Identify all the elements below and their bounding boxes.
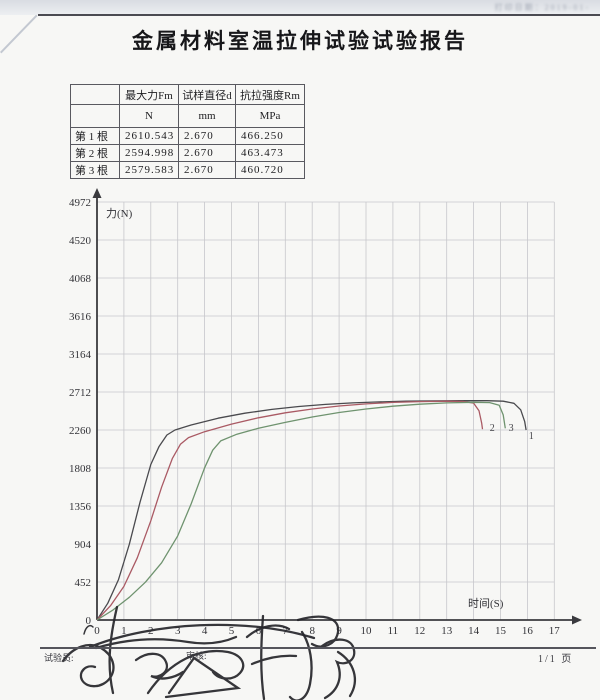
y-tick-label: 3164 [69,349,92,361]
y-tick-label: 2712 [69,387,91,399]
row-label: 第 1 根 [70,127,120,145]
x-axis-arrow-icon [572,615,582,625]
x-axis-label: 时间(S) [468,597,504,610]
table-unit-cell: N [119,104,179,128]
chart-axes [92,188,582,625]
scan-edge-shading [0,0,600,15]
curve-specimen-2 [96,400,484,621]
x-tick-label: 1 [121,625,127,637]
row-label: 第 3 根 [70,161,120,179]
x-tick-label: 9 [336,625,342,637]
results-table: 最大力Fm 试样直径d 抗拉强度Rm N mm MPa 第 1 根 2610.5… [70,84,305,179]
header-rule [38,14,600,16]
table-unit-cell: MPa [235,104,305,128]
y-tick-label: 4520 [69,235,92,247]
max-force-value: 2579.583 [119,161,179,179]
footer-rule [40,647,596,649]
table-header-cell: 抗拉强度Rm [235,84,305,105]
x-tick-label: 8 [309,625,315,637]
table-row: 第 3 根 2579.583 2.670 460.720 [70,161,305,179]
curve-label-3: 3 [509,423,514,434]
reviewer-signature [245,614,356,700]
table-units-row: N mm MPa [70,104,305,128]
print-date-faint: 打印日期：2019-01- [494,3,590,12]
chart-curves [96,400,527,621]
curve-specimen-1 [96,400,527,621]
table-row: 第 1 根 2610.543 2.670 466.250 [70,127,305,145]
max-force-value: 2594.998 [119,144,179,162]
y-tick-label: 4972 [69,197,91,209]
x-tick-label: 11 [388,625,399,637]
x-tick-label: 12 [414,625,425,637]
x-tick-label: 0 [94,625,100,637]
reviewer-label: 审核: [186,651,207,661]
curve-label-1: 1 [529,431,534,442]
curve-label-2: 2 [490,423,495,434]
x-tick-label: 17 [549,625,561,637]
x-tick-label: 5 [229,625,235,637]
y-tick-label: 4068 [69,273,92,285]
x-tick-label: 4 [202,625,208,637]
x-tick-label: 10 [361,625,373,637]
x-tick-label: 6 [256,625,262,637]
operator-label: 试验员: [44,653,74,663]
y-tick-label: 2260 [69,425,92,437]
y-tick-label: 1356 [69,501,92,513]
y-axis-arrow-icon [92,188,102,198]
y-axis-label: 力(N) [106,207,133,220]
y-tick-label: 904 [75,539,92,551]
report-title: 金属材料室温拉伸试验试验报告 [132,29,468,53]
y-tick-label: 452 [75,577,92,589]
page-number: 1/1 页 [538,654,574,665]
x-tick-label: 15 [495,625,507,637]
strength-value: 460.720 [235,161,305,179]
y-tick-label: 1808 [69,463,92,475]
diameter-value: 2.670 [178,161,236,179]
curve-specimen-3 [96,401,506,621]
x-tick-label: 16 [522,625,534,637]
row-label: 第 2 根 [70,144,120,162]
y-tick-label: 3616 [69,311,92,323]
x-tick-label: 3 [175,625,181,637]
table-header-cell: 最大力Fm [119,84,179,105]
y-tick-label: 0 [86,615,92,627]
chart-labels: 0452904135618082260271231643616406845204… [69,197,560,637]
x-tick-label: 13 [441,625,453,637]
strength-value: 466.250 [235,127,305,145]
max-force-value: 2610.543 [119,127,179,145]
x-tick-label: 14 [468,625,480,637]
